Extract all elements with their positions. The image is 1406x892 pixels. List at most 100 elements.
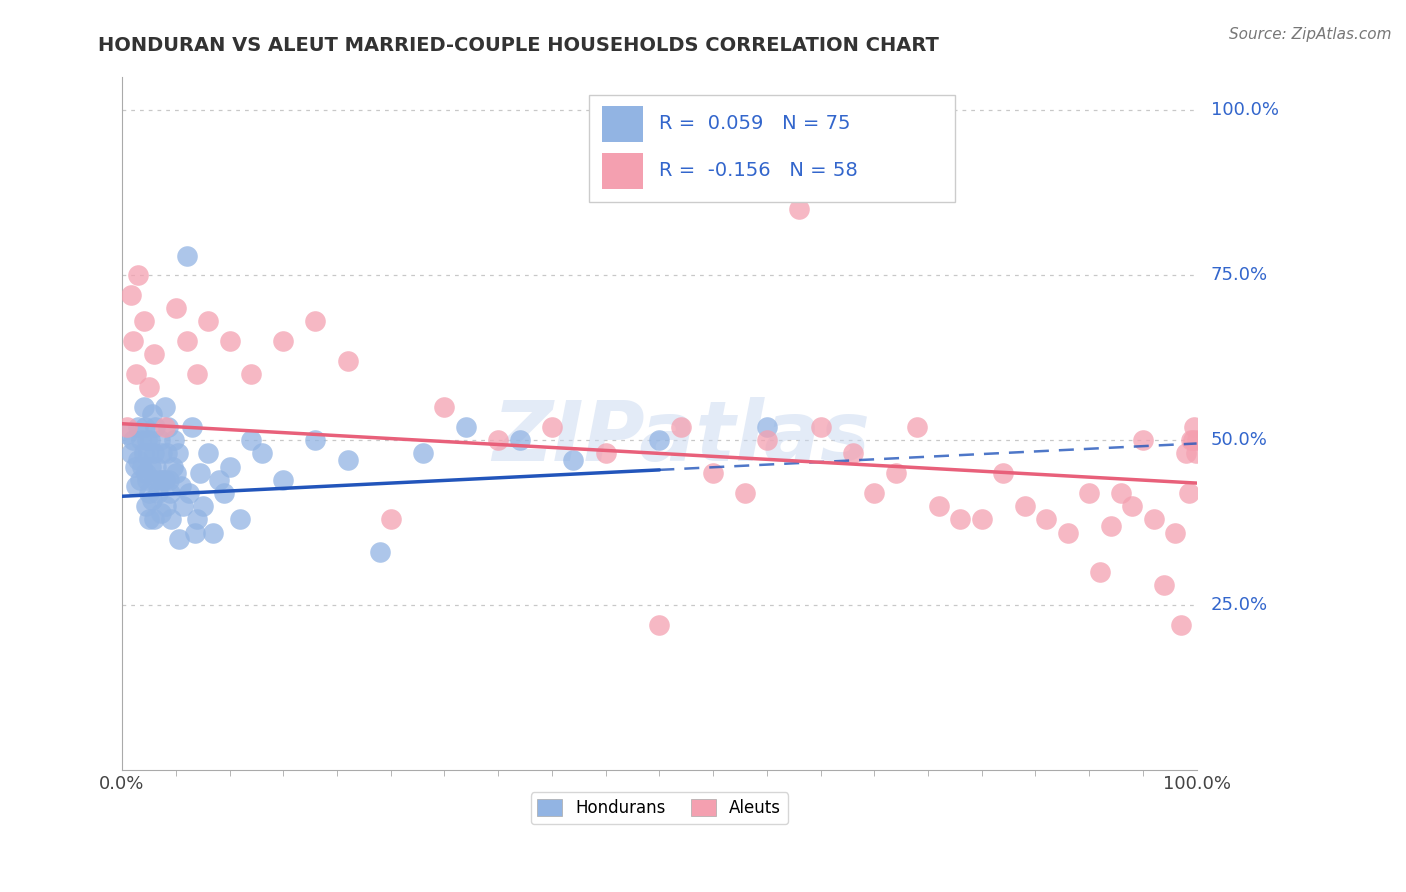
Point [186, 512, 208, 526]
Point [127, 268, 149, 283]
Point [1164, 525, 1187, 540]
Point [884, 466, 907, 480]
Point [121, 434, 143, 448]
Point [218, 334, 240, 349]
Point [132, 314, 155, 328]
Point [138, 380, 160, 394]
Point [184, 525, 207, 540]
Point [117, 426, 139, 441]
Point [250, 446, 273, 460]
Point [1056, 525, 1078, 540]
Point [141, 492, 163, 507]
Point [155, 499, 177, 513]
Point [842, 446, 865, 460]
Point [156, 446, 179, 460]
Point [167, 532, 190, 546]
Point [160, 512, 183, 526]
Point [229, 512, 252, 526]
Point [271, 334, 294, 349]
Point [1099, 519, 1122, 533]
Point [132, 446, 155, 460]
Point [186, 368, 208, 382]
Point [120, 446, 142, 460]
Point [143, 347, 166, 361]
Point [380, 512, 402, 526]
Point [336, 354, 359, 368]
Point [949, 512, 972, 526]
Point [124, 459, 146, 474]
Point [167, 446, 190, 460]
Point [810, 420, 832, 434]
Point [336, 453, 359, 467]
Point [486, 434, 509, 448]
Point [1143, 512, 1166, 526]
Point [152, 473, 174, 487]
Point [134, 420, 156, 434]
Point [1170, 618, 1192, 632]
Point [595, 446, 617, 460]
Point [412, 446, 434, 460]
Point [139, 434, 162, 448]
Point [143, 446, 166, 460]
Point [787, 202, 810, 217]
Point [146, 486, 169, 500]
Point [1153, 578, 1175, 592]
Point [197, 314, 219, 328]
Point [1182, 434, 1205, 448]
Point [1111, 486, 1133, 500]
Point [970, 512, 993, 526]
Point [648, 434, 671, 448]
Point [304, 434, 326, 448]
Point [202, 525, 225, 540]
Point [905, 420, 928, 434]
Point [157, 420, 180, 434]
Point [162, 434, 184, 448]
Point [669, 420, 692, 434]
Point [1184, 420, 1206, 434]
Text: 100.0%: 100.0% [1211, 102, 1278, 120]
Point [159, 486, 181, 500]
Point [190, 466, 212, 480]
Point [121, 334, 143, 349]
Point [1174, 446, 1197, 460]
Point [135, 466, 157, 480]
Point [135, 434, 157, 448]
Point [176, 248, 198, 262]
Text: HONDURAN VS ALEUT MARRIED-COUPLE HOUSEHOLDS CORRELATION CHART: HONDURAN VS ALEUT MARRIED-COUPLE HOUSEHO… [98, 36, 939, 54]
Point [153, 420, 176, 434]
Point [648, 618, 671, 632]
Point [165, 301, 187, 316]
Point [149, 434, 172, 448]
Point [240, 434, 263, 448]
Bar [602, 106, 643, 142]
Point [177, 486, 200, 500]
Point [1078, 486, 1101, 500]
Text: 50.0%: 50.0% [1211, 431, 1267, 450]
Point [139, 459, 162, 474]
Text: 25.0%: 25.0% [1211, 596, 1268, 614]
Point [135, 473, 157, 487]
Text: R =  0.059   N = 75: R = 0.059 N = 75 [659, 114, 851, 133]
Point [1121, 499, 1143, 513]
Point [145, 459, 167, 474]
Point [143, 512, 166, 526]
Point [176, 334, 198, 349]
Point [212, 486, 235, 500]
Point [928, 499, 950, 513]
Point [218, 459, 240, 474]
Point [863, 486, 886, 500]
Point [125, 479, 148, 493]
Point [541, 420, 564, 434]
Point [135, 499, 157, 513]
Point [509, 434, 531, 448]
Point [304, 314, 326, 328]
Point [368, 545, 391, 559]
Point [153, 401, 176, 415]
Point [755, 434, 778, 448]
Point [120, 288, 142, 302]
Text: R =  -0.156   N = 58: R = -0.156 N = 58 [659, 161, 858, 180]
Point [1180, 434, 1202, 448]
Point [1184, 446, 1206, 460]
Point [150, 446, 173, 460]
Point [141, 407, 163, 421]
